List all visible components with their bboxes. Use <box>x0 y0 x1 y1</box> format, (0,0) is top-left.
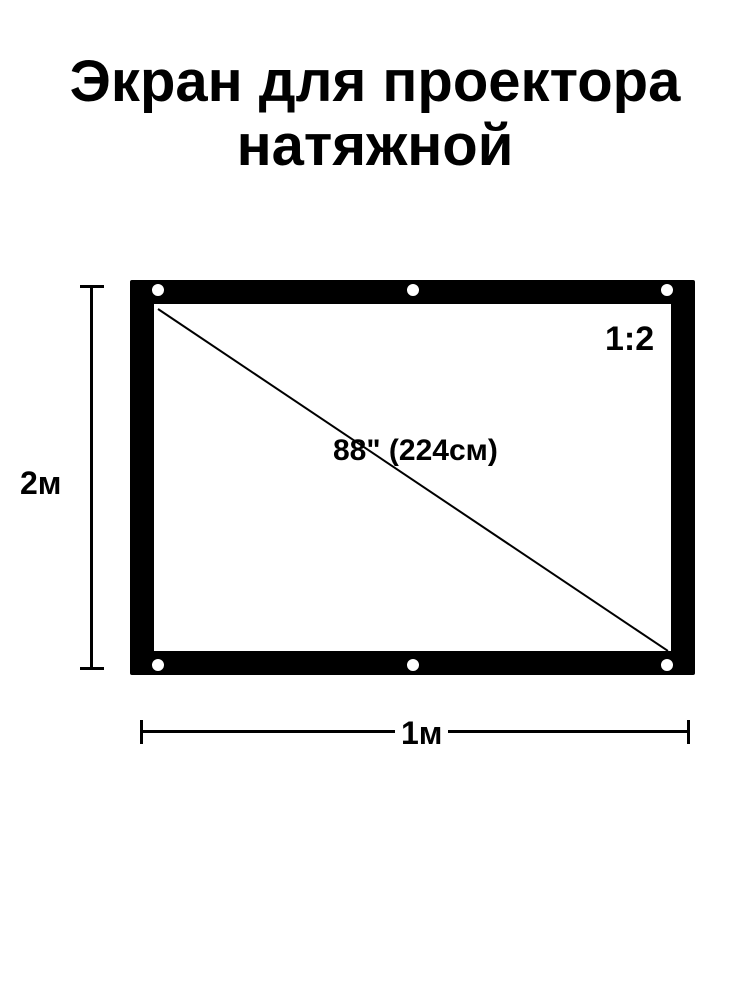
width-label: 1м <box>395 715 448 752</box>
width-dim-cap-left <box>140 720 143 744</box>
height-dim-cap-top <box>80 285 104 288</box>
eyelet-icon <box>151 658 165 672</box>
eyelet-icon <box>660 283 674 297</box>
diagonal-label: 88" (224см) <box>333 434 498 468</box>
eyelet-icon <box>660 658 674 672</box>
height-label: 2м <box>20 465 61 502</box>
height-dim-cap-bottom <box>80 667 104 670</box>
eyelet-icon <box>406 283 420 297</box>
title-line2: натяжной <box>0 114 750 178</box>
dimension-diagram: 2м 1:2 88" (224см) 1м <box>0 260 750 960</box>
eyelet-icon <box>151 283 165 297</box>
eyelet-icon <box>406 658 420 672</box>
width-dim-cap-right <box>687 720 690 744</box>
aspect-ratio-label: 1:2 <box>605 320 654 359</box>
product-title: Экран для проектора натяжной <box>0 50 750 178</box>
height-dimension-bar <box>90 285 93 670</box>
title-line1: Экран для проектора <box>0 50 750 114</box>
